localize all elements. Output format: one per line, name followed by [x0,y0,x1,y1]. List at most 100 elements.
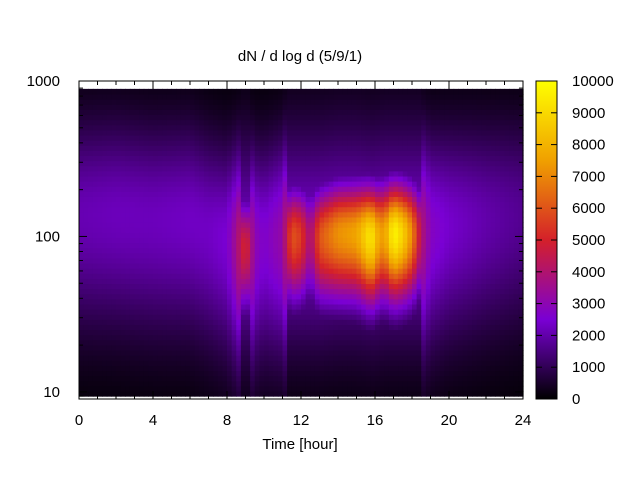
heatmap-cell [176,109,182,116]
heatmap-cell [162,349,168,356]
heatmap-cell [412,283,418,290]
heatmap-cell [282,268,288,274]
heatmap-cell [393,257,399,264]
heatmap-cell [347,211,353,218]
heatmap-cell [157,140,163,146]
heatmap-cell [120,268,126,274]
heatmap-cell [97,293,103,300]
heatmap-cell [314,273,321,279]
heatmap-cell [384,211,390,218]
heatmap-cell [116,99,122,105]
heatmap-cell [296,252,302,259]
heatmap-cell [240,191,247,197]
heatmap-cell [333,319,339,325]
heatmap-cell [449,319,455,325]
heatmap-cell [425,344,432,351]
heatmap-cell [370,150,376,157]
heatmap-cell [388,344,395,351]
heatmap-cell [333,380,339,387]
heatmap-cell [402,150,408,157]
heatmap-cell [245,104,251,110]
heatmap-cell [264,252,270,259]
heatmap-cell [236,88,242,95]
heatmap-cell [106,191,112,197]
heatmap-cell [453,339,459,346]
heatmap-cell [129,329,136,336]
heatmap-cell [153,237,159,244]
heatmap-cell [139,314,145,320]
heatmap-cell [439,124,445,131]
heatmap-cell [370,247,376,254]
heatmap-cell [449,211,455,218]
heatmap-cell [97,370,103,377]
heatmap-cell [361,257,367,264]
heatmap-cell [338,150,344,157]
heatmap-cell [199,242,205,249]
heatmap-cell [351,314,358,320]
heatmap-cell [227,88,233,95]
heatmap-cell [254,134,260,141]
heatmap-cell [333,303,339,310]
heatmap-cell [245,216,251,223]
heatmap-cell [250,288,256,295]
heatmap-cell [79,278,85,285]
heatmap-cell [162,329,168,336]
heatmap-cell [342,283,348,290]
heatmap-cell [430,360,436,366]
heatmap-cell [287,385,293,392]
heatmap-cell [162,145,168,151]
heatmap-cell [430,170,436,177]
heatmap-cell [273,216,279,223]
heatmap-cell [425,181,432,187]
heatmap-cell [435,181,441,187]
heatmap-cell [458,293,464,300]
heatmap-cell [412,273,418,279]
heatmap-cell [439,309,445,315]
heatmap-cell [324,119,330,126]
heatmap-cell [88,93,94,100]
heatmap-cell [319,355,325,361]
heatmap-cell [240,278,247,285]
heatmap-cell [227,242,233,249]
heatmap-cell [227,119,233,126]
heatmap-cell [398,252,404,259]
heatmap-cell [79,309,85,315]
heatmap-cell [361,155,367,162]
heatmap-cell [301,196,307,203]
heatmap-cell [245,257,251,264]
heatmap-cell [106,186,112,192]
heatmap-cell [310,170,316,177]
heatmap-cell [370,211,376,218]
heatmap-cell [254,145,260,151]
heatmap-cell [194,278,200,285]
heatmap-cell [305,360,311,366]
heatmap-cell [277,237,284,244]
heatmap-cell [203,216,210,223]
heatmap-cell [402,314,408,320]
heatmap-cell [162,385,168,392]
heatmap-cell [111,191,117,197]
heatmap-cell [301,160,307,167]
heatmap-cell [416,365,422,372]
heatmap-cell [379,390,385,397]
heatmap-cell [194,221,200,228]
heatmap-cell [384,319,390,325]
heatmap-cell [157,124,163,131]
heatmap-cell [125,129,131,136]
heatmap-cell [106,309,112,315]
heatmap-cell [365,196,371,203]
heatmap-cell [338,375,344,382]
heatmap-cell [176,160,182,167]
heatmap-cell [351,175,358,182]
heatmap-cell [435,160,441,167]
heatmap-cell [388,206,395,213]
heatmap-cell [79,216,85,223]
heatmap-cell [143,242,149,249]
heatmap-cell [393,309,399,315]
heatmap-cell [240,145,247,151]
heatmap-cell [134,283,140,290]
heatmap-cell [430,268,436,274]
heatmap-cell [180,298,186,305]
heatmap-cell [157,114,163,121]
heatmap-cell [287,390,293,397]
